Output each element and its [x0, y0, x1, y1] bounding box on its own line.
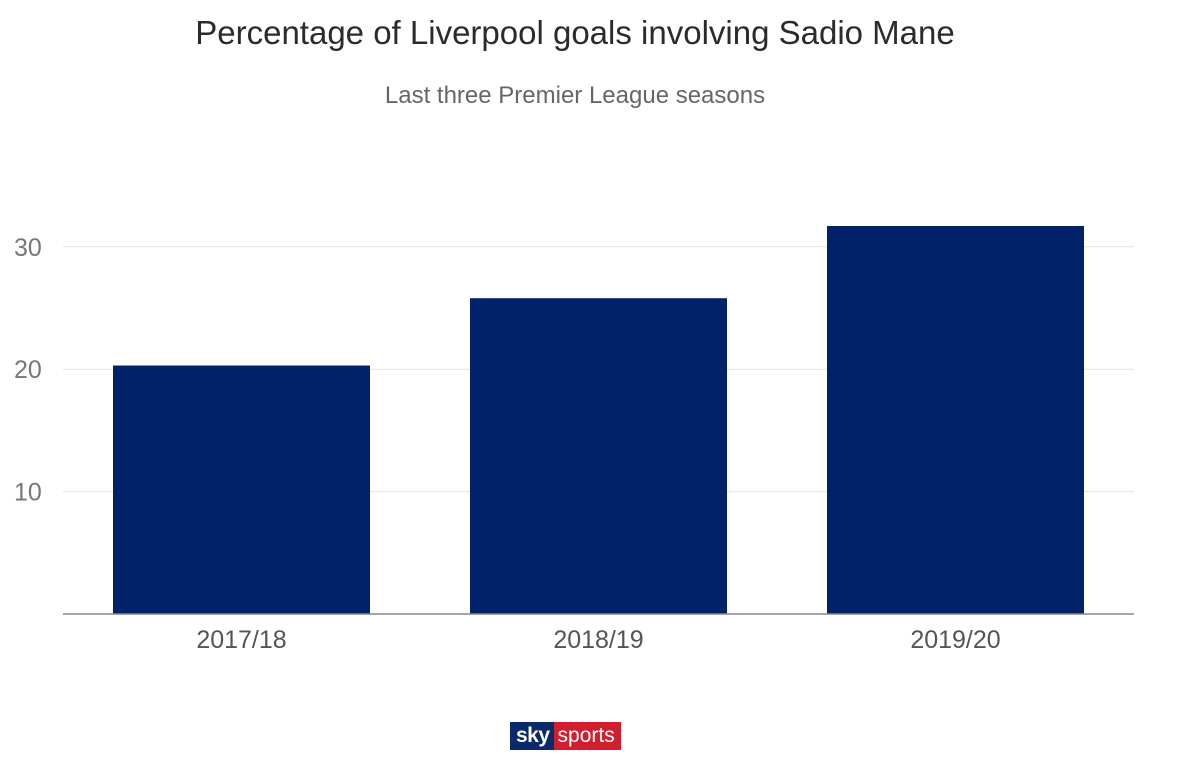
chart-title: Percentage of Liverpool goals involving …: [195, 14, 955, 51]
bar-2018-19: [470, 298, 727, 614]
x-tick-label: 2018/19: [553, 626, 643, 654]
x-tick-label: 2019/20: [910, 626, 1000, 654]
logo-sports-text: sports: [553, 722, 621, 750]
x-tick-label: 2017/18: [196, 626, 286, 654]
bar-2019-20: [827, 225, 1084, 614]
bar-2017-18: [113, 365, 370, 614]
sky-sports-logo: sky sports: [510, 722, 621, 750]
logo-sky-text: sky: [510, 722, 554, 750]
y-tick-label: 20: [14, 356, 42, 384]
y-tick-label: 10: [14, 479, 42, 507]
y-tick-label: 30: [14, 234, 42, 262]
chart-subtitle: Last three Premier League seasons: [384, 82, 766, 109]
